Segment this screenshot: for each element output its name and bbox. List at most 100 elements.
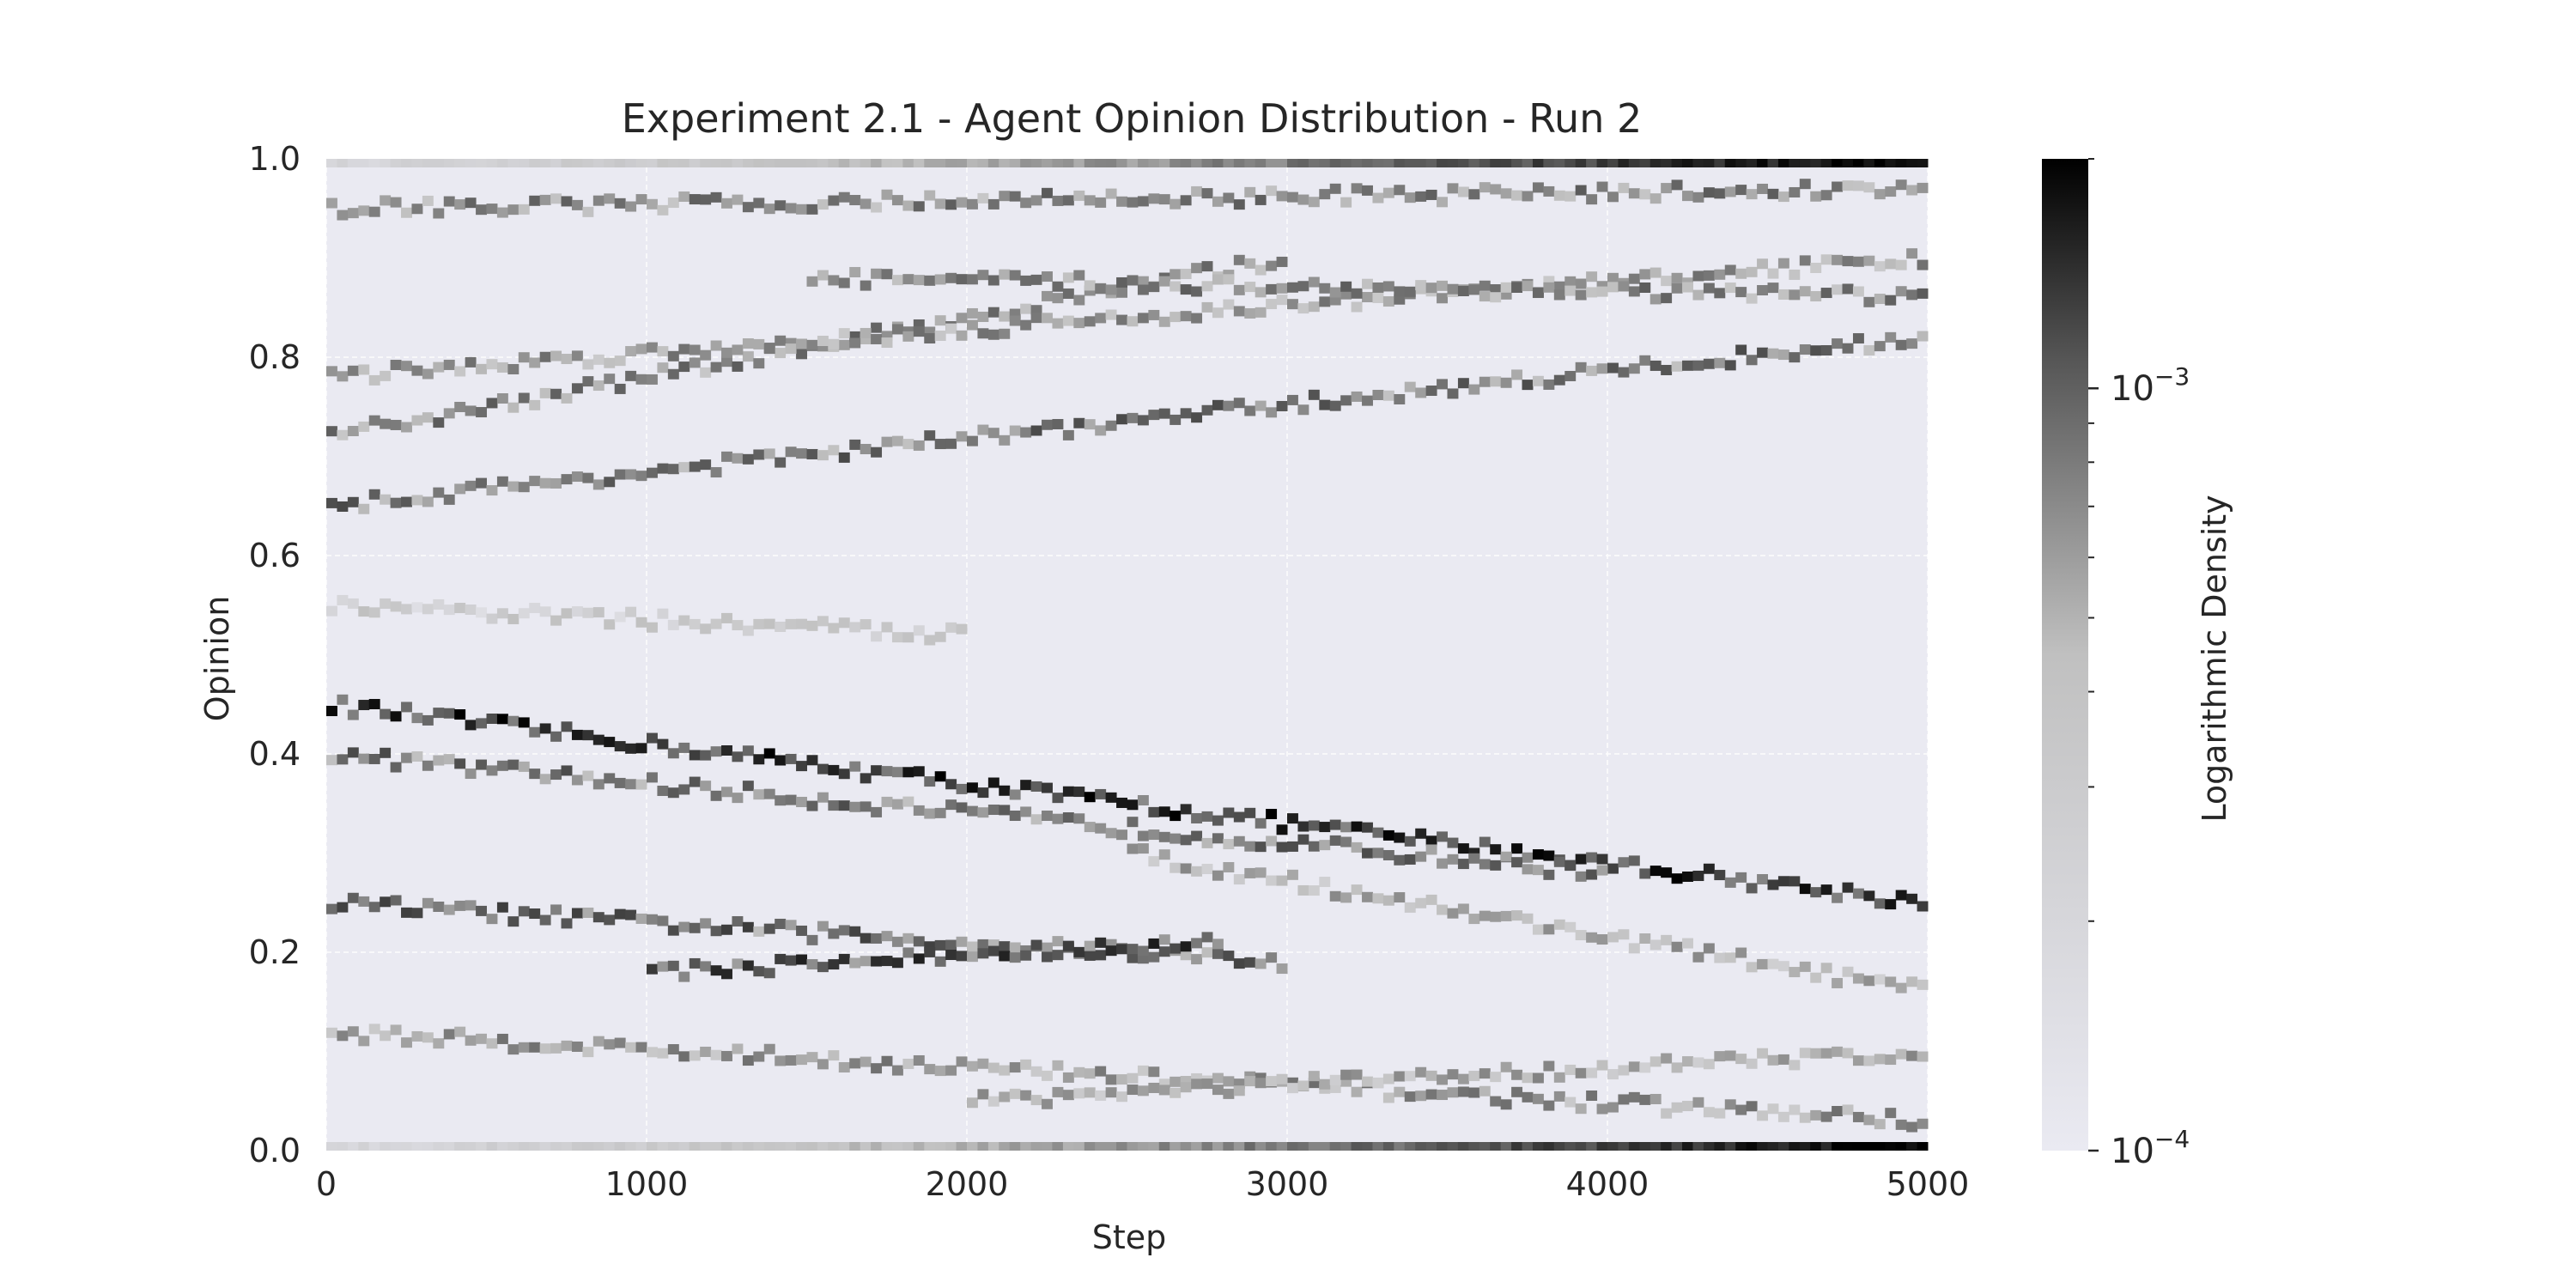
heatmap-cell <box>860 443 872 454</box>
heatmap-cell <box>828 445 840 456</box>
heatmap-edge-cell <box>902 159 914 167</box>
heatmap-cell <box>465 900 477 911</box>
heatmap-edge-cell <box>1714 1142 1726 1151</box>
heatmap-cell <box>860 773 872 784</box>
heatmap-edge-cell <box>1810 1142 1822 1151</box>
heatmap-cell <box>796 618 807 629</box>
heatmap-cell <box>742 338 754 349</box>
heatmap-cell <box>604 737 616 748</box>
heatmap-cell <box>1158 831 1170 842</box>
heatmap-cell <box>1180 195 1192 206</box>
heatmap-cell <box>1564 191 1577 202</box>
heatmap-cell <box>380 896 392 908</box>
heatmap-cell <box>1287 282 1298 293</box>
heatmap-cell <box>1532 182 1544 193</box>
heatmap-cell <box>1500 1061 1512 1072</box>
heatmap-cell <box>1105 420 1117 431</box>
heatmap-edge-cell <box>604 1142 616 1151</box>
heatmap-cell <box>1789 186 1801 197</box>
heatmap-cell <box>710 618 722 629</box>
heatmap-cell <box>678 971 690 982</box>
heatmap-edge-cell <box>635 159 647 167</box>
heatmap-cell <box>1266 299 1278 310</box>
heatmap-cell <box>967 435 978 447</box>
heatmap-cell <box>763 748 775 759</box>
heatmap-cell <box>614 355 626 367</box>
heatmap-cell <box>1170 198 1182 210</box>
heatmap-cell <box>721 612 732 623</box>
heatmap-cell <box>1415 1066 1427 1078</box>
heatmap-cell <box>1095 1066 1107 1077</box>
heatmap-cell <box>625 201 637 212</box>
heatmap-cell <box>592 380 605 392</box>
heatmap-cell <box>571 1041 583 1052</box>
heatmap-cell <box>507 481 519 492</box>
heatmap-cell <box>1127 197 1139 208</box>
heatmap-cell <box>871 956 883 967</box>
heatmap-cell <box>700 781 712 792</box>
heatmap-cell <box>678 615 690 626</box>
heatmap-cell <box>1639 1094 1651 1105</box>
heatmap-cell <box>849 1058 861 1069</box>
heatmap-cell <box>1586 271 1598 283</box>
heatmap-cell <box>1297 404 1309 416</box>
heatmap-cell <box>1532 1093 1544 1104</box>
heatmap-edge-cell <box>999 1142 1011 1151</box>
heatmap-cell <box>1596 934 1608 945</box>
heatmap-cell <box>625 743 637 754</box>
heatmap-cell <box>700 367 712 378</box>
heatmap-cell <box>635 743 647 754</box>
heatmap-edge-cell <box>1692 159 1704 167</box>
heatmap-cell <box>945 438 957 449</box>
heatmap-cell <box>1329 183 1341 194</box>
heatmap-cell <box>1746 1101 1758 1112</box>
heatmap-cell <box>1212 870 1224 881</box>
heatmap-cell <box>967 951 978 963</box>
heatmap-cell <box>721 197 732 209</box>
heatmap-cell <box>625 779 637 790</box>
heatmap-cell <box>1105 309 1117 320</box>
heatmap-cell <box>721 356 732 368</box>
heatmap-cell <box>1522 191 1534 202</box>
heatmap-cell <box>1628 286 1640 297</box>
heatmap-cell <box>1244 307 1256 319</box>
heatmap-cell <box>977 1058 989 1069</box>
heatmap-cell <box>1500 851 1512 862</box>
heatmap-cell <box>1308 820 1320 831</box>
heatmap-cell <box>1212 399 1224 410</box>
heatmap-cell <box>838 191 850 203</box>
heatmap-cell <box>753 338 765 349</box>
heatmap-cell <box>999 434 1011 446</box>
heatmap-cell <box>710 467 722 478</box>
heatmap-edge-cell <box>1586 1142 1598 1151</box>
heatmap-edge-cell <box>1618 159 1630 167</box>
heatmap-cell <box>1649 939 1662 951</box>
heatmap-cell <box>1607 1069 1619 1080</box>
heatmap-cell <box>689 461 701 472</box>
heatmap-cell <box>999 785 1011 796</box>
heatmap-cell <box>1297 884 1309 896</box>
heatmap-cell <box>1009 952 1021 963</box>
heatmap-edge-cell <box>1266 1142 1278 1151</box>
heatmap-cell <box>604 619 616 630</box>
heatmap-cell <box>1009 315 1021 326</box>
heatmap-cell <box>1767 1103 1779 1115</box>
heatmap-cell <box>1170 414 1182 425</box>
heatmap-cell <box>1084 195 1096 206</box>
heatmap-cell <box>1382 1092 1394 1103</box>
heatmap-cell <box>1447 1087 1459 1098</box>
heatmap-cell <box>732 344 744 355</box>
heatmap-cell <box>924 190 936 201</box>
y-tick-label: 1.0 <box>249 140 301 178</box>
heatmap-cell <box>647 622 658 633</box>
heatmap-cell <box>806 959 818 970</box>
heatmap-cell <box>1042 942 1053 953</box>
heatmap-cell <box>1735 185 1747 196</box>
heatmap-edge-cell <box>913 1142 925 1151</box>
heatmap-cell <box>753 197 765 209</box>
heatmap-cell <box>1404 854 1416 865</box>
heatmap-edge-cell <box>817 159 829 167</box>
heatmap-cell <box>1532 865 1544 876</box>
heatmap-cell <box>496 902 508 913</box>
heatmap-cell <box>657 204 669 216</box>
